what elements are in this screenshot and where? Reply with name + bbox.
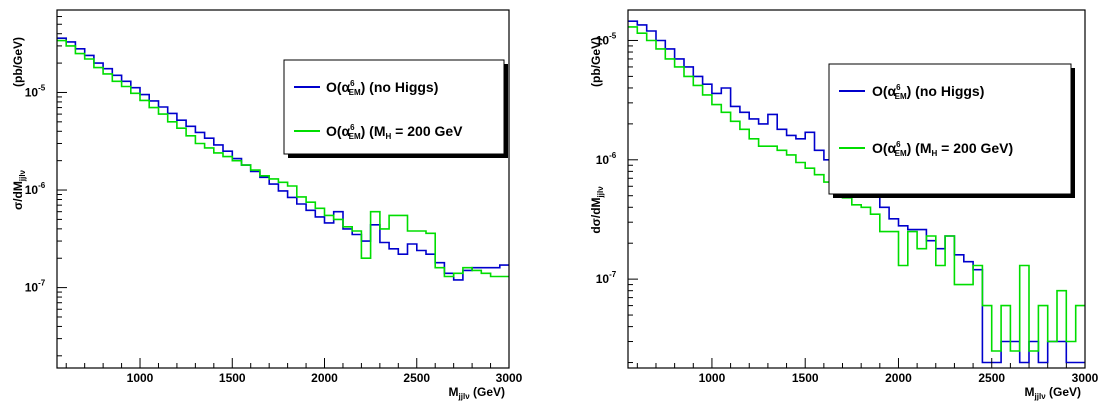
legend-box bbox=[283, 59, 505, 155]
plot-frame bbox=[627, 9, 1086, 369]
y-tick-label: 10-6 bbox=[596, 151, 617, 167]
y-tick-label: 10-6 bbox=[25, 181, 46, 197]
x-tick-label: 1500 bbox=[792, 371, 819, 385]
series-line-higgs-200 bbox=[57, 39, 509, 278]
x-axis-label: Mjjlν (GeV) bbox=[1025, 385, 1081, 401]
legend-entry: O(α6 EM) (MH = 200 GeV bbox=[326, 123, 463, 141]
x-tick-label: 2500 bbox=[978, 371, 1005, 385]
x-tick-label: 3000 bbox=[496, 371, 523, 385]
legend: O(α6 EM) (no Higgs) O(α6 EM) (MH = 200 GeV) bbox=[828, 63, 1075, 198]
x-tick-label: 3000 bbox=[1072, 371, 1099, 385]
legend-box bbox=[828, 63, 1072, 195]
x-tick-label: 1500 bbox=[219, 371, 246, 385]
plot-frame bbox=[56, 9, 510, 369]
x-tick-label: 2500 bbox=[403, 371, 430, 385]
legend-entry: O(α6 EM) (no Higgs) bbox=[326, 79, 438, 97]
legend-entry: O(α6 EM) (MH = 200 GeV) bbox=[872, 140, 1013, 158]
y-tick-label: 10-7 bbox=[25, 279, 46, 295]
y-tick-label: 10-5 bbox=[596, 31, 617, 47]
panel-left: 1000 1500 2000 2500 3000 10-7 10-6 10-5 Mjjlν (G… bbox=[11, 9, 523, 401]
x-tick-label: 1000 bbox=[127, 371, 154, 385]
x-tick-label: 1000 bbox=[699, 371, 726, 385]
panel-right: 1000 1500 2000 2500 3000 10-7 10-6 10-5 Mjjlν (G… bbox=[589, 9, 1099, 401]
y-axis-unit: (pb/GeV) bbox=[11, 37, 25, 87]
y-axis-label: dσ/dMjjlν bbox=[589, 186, 605, 234]
series-line-higgs-200 bbox=[628, 26, 1085, 352]
y-tick-label: 10-7 bbox=[596, 270, 617, 286]
legend: O(α6 EM) (no Higgs) O(α6 EM) (MH = 200 GeV bbox=[283, 59, 508, 158]
y-axis-unit: (pb/GeV) bbox=[589, 37, 603, 87]
x-axis-label: Mjjlν (GeV) bbox=[449, 385, 505, 401]
y-axis-label: σ/dMjjlν bbox=[11, 169, 27, 210]
x-tick-label: 2000 bbox=[311, 371, 338, 385]
y-tick-label: 10-5 bbox=[25, 83, 46, 99]
x-tick-label: 2000 bbox=[885, 371, 912, 385]
legend-entry: O(α6 EM) (no Higgs) bbox=[872, 83, 984, 101]
